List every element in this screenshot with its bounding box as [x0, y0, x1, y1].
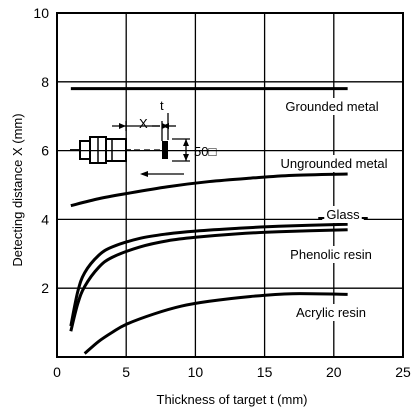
x-tick-label: 5 — [122, 364, 130, 380]
series-lines — [69, 87, 348, 355]
x-tick-label: 25 — [395, 364, 411, 380]
series-label-bg — [279, 98, 385, 115]
y-tick-label: 10 — [33, 5, 49, 21]
size-label: 50□ — [194, 144, 216, 159]
y-tick-label: 4 — [41, 211, 49, 227]
x-marker-label: X — [139, 116, 148, 131]
x-tick-label: 15 — [257, 364, 273, 380]
series-label: Acrylic resin — [296, 305, 366, 320]
series-line-3 — [69, 228, 348, 332]
y-axis-label: Detecting distance X (mm) — [10, 113, 25, 266]
tick-labels: 0 5 10 15 20 25 2 4 6 8 10 — [33, 5, 411, 380]
plot-frame — [56, 12, 404, 358]
series-line-2 — [69, 222, 348, 327]
x-axis-label: Thickness of target t (mm) — [157, 392, 308, 407]
target-plate — [162, 141, 168, 159]
series-label: Grounded metal — [285, 99, 378, 114]
y-tick-label: 6 — [41, 143, 49, 159]
series-line-1 — [70, 172, 348, 208]
series-label-bg — [274, 155, 394, 172]
y-tick-label: 2 — [41, 280, 49, 296]
y-tick-label: 8 — [41, 74, 49, 90]
t-marker-label: t — [160, 98, 164, 113]
series-label-bg — [322, 206, 364, 223]
series-label-bg — [281, 304, 381, 321]
series-labels: Grounded metal Ungrounded metal Glass Pheno… — [274, 98, 394, 321]
sensor-diagram — [70, 113, 190, 177]
grid-lines — [57, 13, 403, 357]
x-tick-label: 0 — [53, 364, 61, 380]
series-label: Glass — [326, 207, 360, 222]
x-tick-label: 20 — [326, 364, 342, 380]
series-line-4 — [83, 292, 348, 355]
x-tick-label: 10 — [188, 364, 204, 380]
series-label: Phenolic resin — [290, 247, 372, 262]
series-label-bg — [278, 246, 384, 263]
series-label: Ungrounded metal — [281, 156, 388, 171]
